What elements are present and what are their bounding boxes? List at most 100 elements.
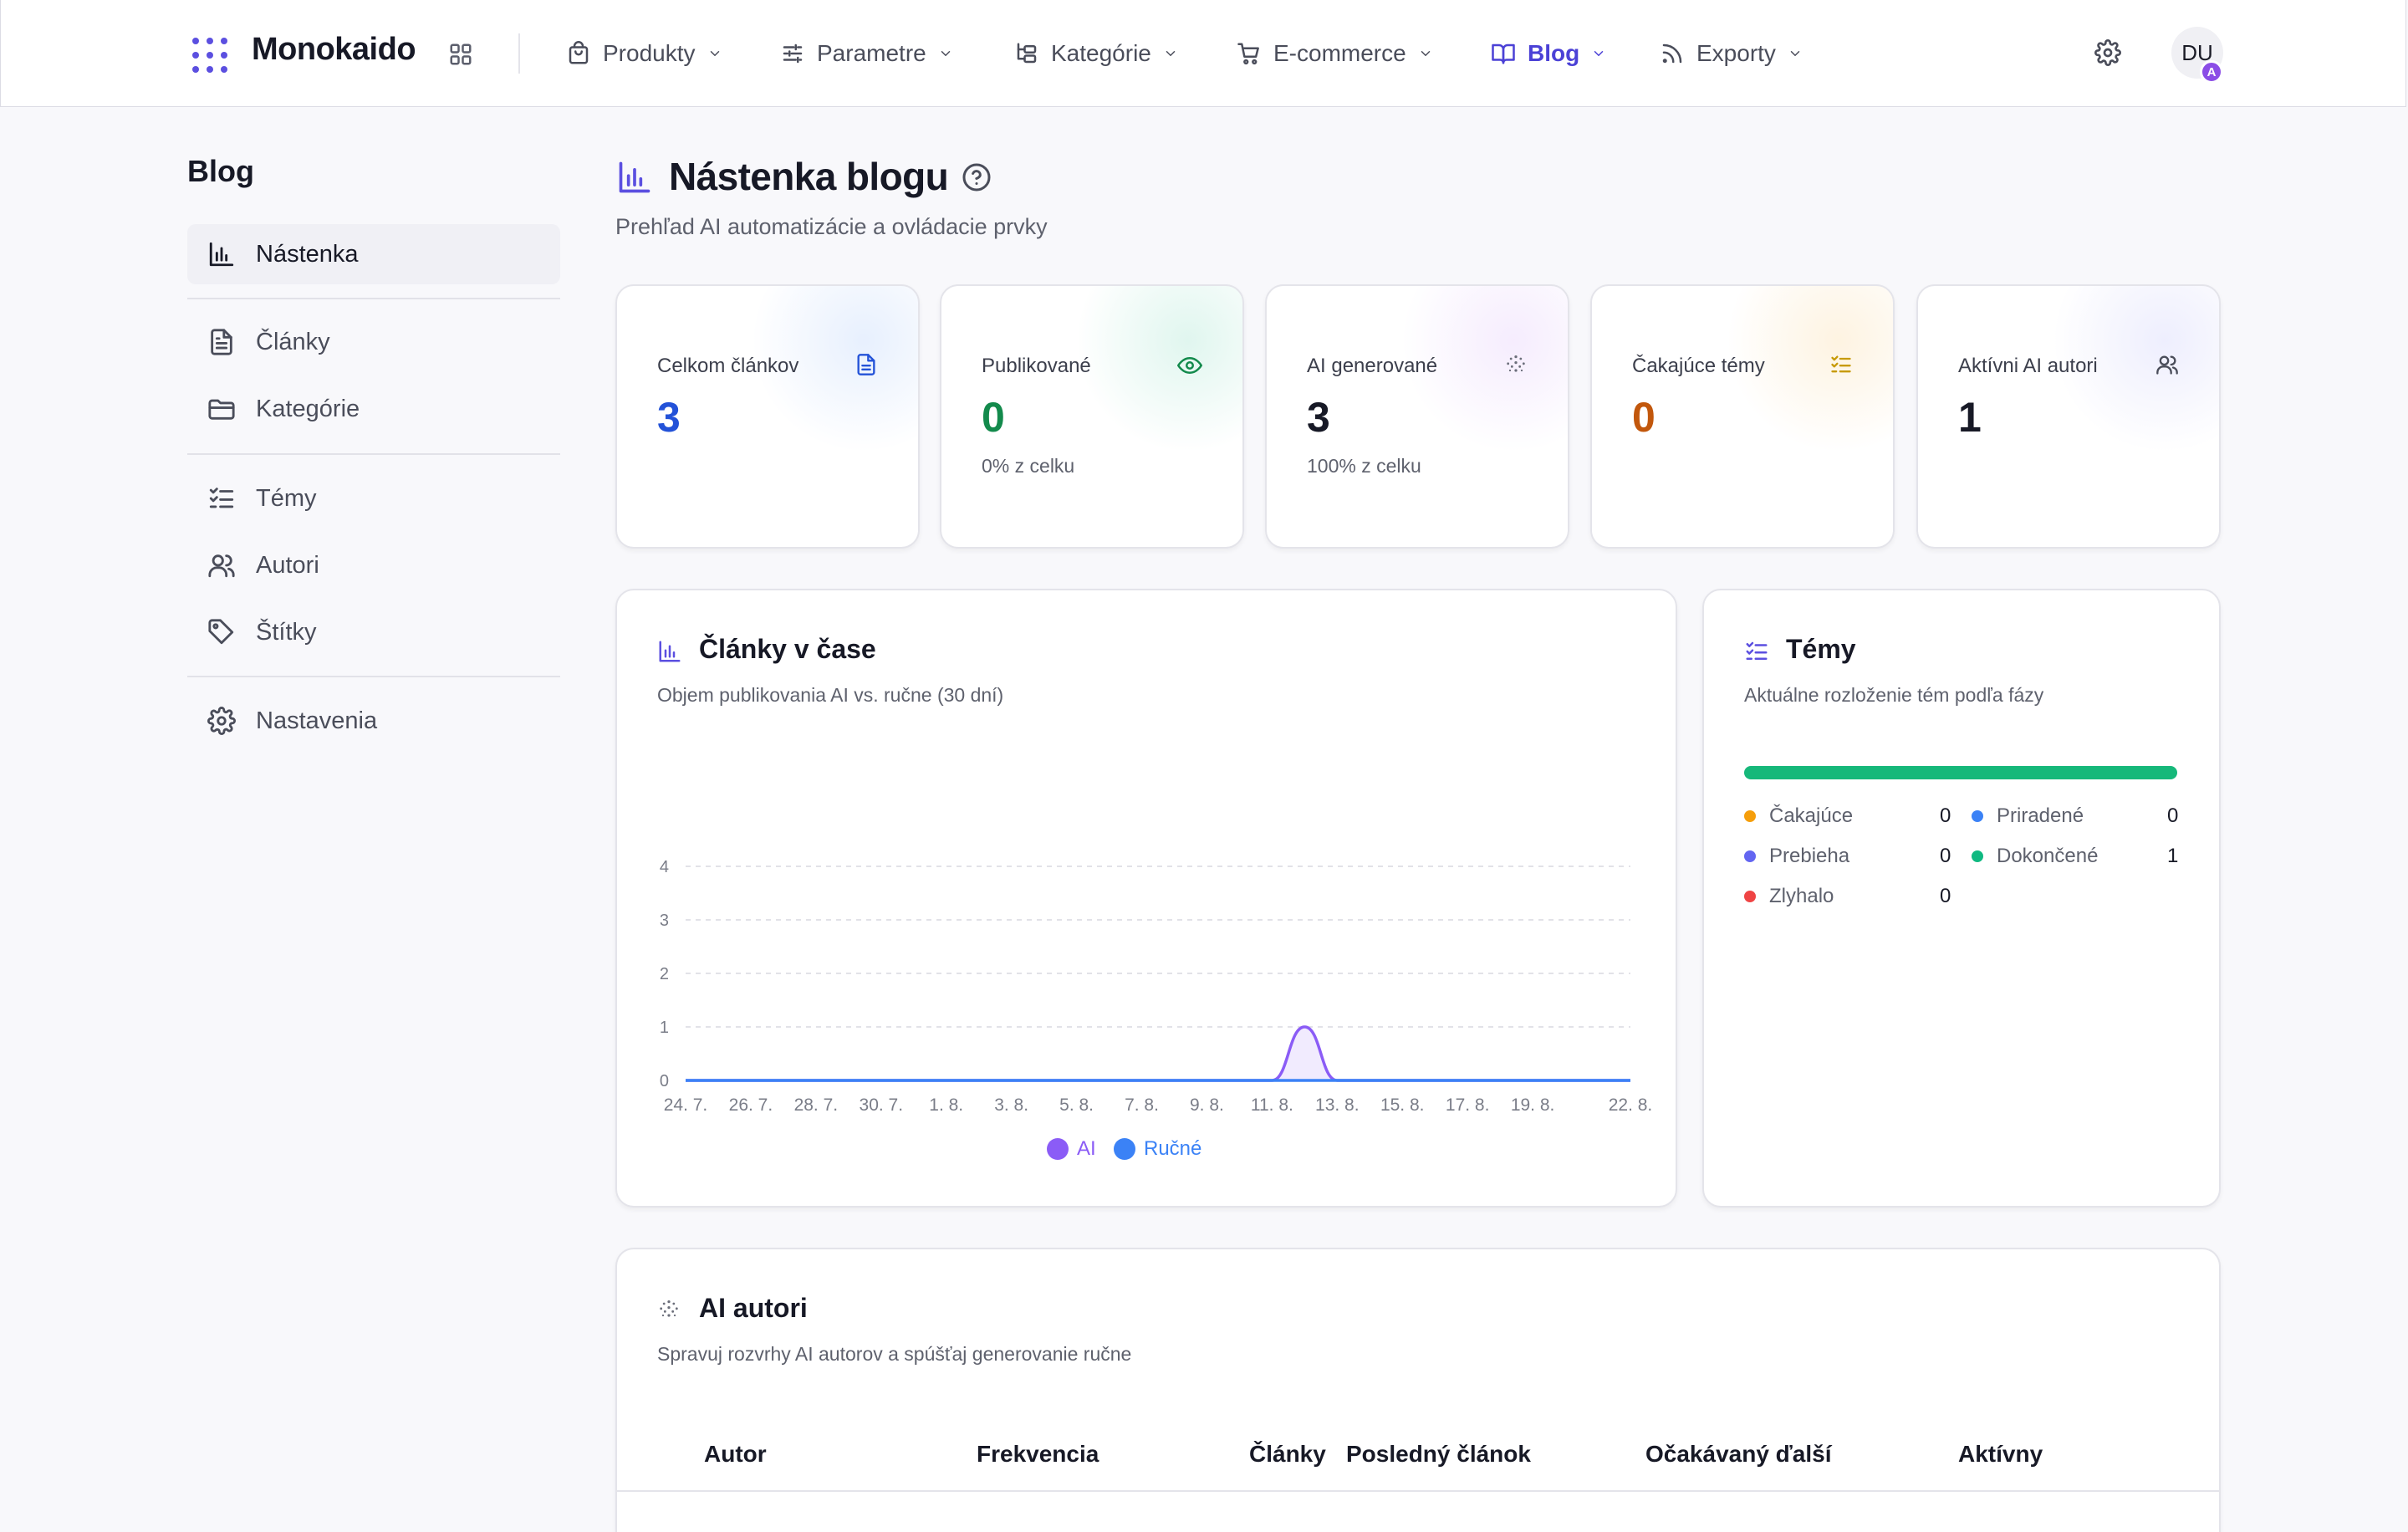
stat-card-ai-generated: AI generované 3 100% z celku [1265, 284, 1569, 549]
column-header-author[interactable]: Autor [704, 1441, 767, 1467]
topic-state-label: Zlyhalo [1769, 885, 1834, 907]
sidebar-item-nastenka[interactable]: Nástenka [187, 224, 560, 284]
gear-icon[interactable] [2094, 39, 2121, 66]
topic-state-label: Čakajúce [1769, 804, 1854, 827]
topics-title: Témy [1786, 634, 1856, 664]
sidebar-item-nastavenia[interactable]: Nastavenia [187, 691, 560, 751]
stat-value: 3 [657, 394, 681, 441]
nav-item-e-commerce[interactable]: E-commerce [1237, 33, 1433, 74]
nav-label: E-commerce [1273, 40, 1406, 66]
chart-subtitle: Objem publikovania AI vs. ručne (30 dní) [657, 684, 1004, 706]
legend-label: Ručné [1144, 1137, 1202, 1160]
book-icon [1492, 43, 1515, 64]
stat-label: Publikované [982, 355, 1091, 377]
sidebar-divider [187, 453, 560, 455]
articles-chart-card: Články v čase Objem publikovania AI vs. … [615, 589, 1677, 1208]
bar-chart-icon [619, 161, 650, 193]
page-subtitle: Prehľad AI automatizácie a ovládacie prv… [615, 214, 1048, 239]
stat-card-total-articles: Celkom článkov 3 [615, 284, 920, 549]
topics-card: Témy Aktuálne rozloženie tém podľa fázy … [1702, 589, 2221, 1208]
x-tick-label: 3. 8. [994, 1095, 1028, 1115]
chevron-down-icon [1594, 51, 1604, 56]
sliders-icon [783, 43, 803, 64]
gear-icon [207, 707, 236, 735]
column-header-articles[interactable]: Články [1249, 1441, 1326, 1467]
ai-authors-subtitle: Spravuj rozvrhy AI autorov a spúšťaj gen… [657, 1343, 1132, 1365]
chevron-down-icon [1166, 51, 1176, 56]
column-header-last-article[interactable]: Posledný článok [1346, 1441, 1531, 1467]
bar-chart-icon [659, 641, 681, 662]
sidebar-divider [187, 298, 560, 299]
stat-card-active-ai-authors: Aktívni AI autori 1 [1916, 284, 2221, 549]
users-icon [208, 554, 235, 578]
topic-state-priradene: Priradené [1972, 804, 2084, 828]
rss-icon [1662, 43, 1682, 64]
sidebar-item-label: Autori [256, 551, 319, 579]
logo-icon [192, 38, 227, 73]
topic-state-label: Dokončené [1997, 845, 2099, 867]
y-tick-label: 1 [660, 1019, 669, 1037]
topic-state-value: 1 [2167, 845, 2179, 867]
chevron-down-icon [1421, 51, 1430, 56]
nav-item-produkty[interactable]: Produkty [566, 33, 722, 74]
tree-icon [1017, 43, 1037, 64]
sidebar-item-temy[interactable]: Témy [187, 468, 560, 529]
x-tick-label: 5. 8. [1059, 1095, 1094, 1115]
column-header-frequency[interactable]: Frekvencia [977, 1441, 1099, 1467]
sidebar-item-stitky[interactable]: Štítky [187, 602, 560, 662]
nav-item-blog[interactable]: Blog [1491, 33, 1606, 74]
sidebar-item-autori[interactable]: Autori [187, 535, 560, 595]
x-tick-label: 24. 7. [664, 1095, 708, 1115]
topics-progress-bar [1744, 766, 2177, 779]
folder-icon [208, 399, 235, 420]
topics-subtitle: Aktuálne rozloženie tém podľa fázy [1744, 684, 2044, 706]
series-area-ai [686, 1027, 1630, 1080]
nav-label: Exporty [1696, 40, 1776, 66]
x-tick-label: 11. 8. [1251, 1095, 1293, 1115]
column-header-active[interactable]: Aktívny [1958, 1441, 2043, 1467]
nav-divider [518, 33, 520, 74]
sidebar-item-label: Nastavenia [256, 707, 378, 734]
brand-name[interactable]: Monokaido [252, 32, 416, 67]
stat-value: 0 [982, 394, 1005, 441]
y-tick-label: 2 [660, 965, 669, 983]
stat-label: AI generované [1307, 355, 1438, 377]
legend-item[interactable]: Ručné [1114, 1137, 1201, 1161]
column-header-next-expected[interactable]: Očakávaný ďalší [1645, 1441, 1832, 1467]
nav-label: Produkty [603, 40, 696, 66]
sidebar-item-kategorie[interactable]: Kategórie [187, 379, 560, 439]
nav-item-parametre[interactable]: Parametre [780, 33, 953, 74]
help-circle-icon[interactable] [962, 162, 992, 192]
legend-item[interactable]: AI [1047, 1137, 1096, 1161]
stat-value: 1 [1958, 394, 1982, 441]
x-tick-label: 26. 7. [729, 1095, 773, 1115]
chevron-down-icon [1790, 51, 1800, 56]
ai-sparkle-icon [660, 1300, 678, 1317]
topic-state-value: 0 [1940, 804, 1951, 827]
bar-chart-icon [209, 242, 234, 267]
topic-state-value: 0 [1940, 845, 1951, 867]
x-tick-label: 19. 8. [1511, 1095, 1555, 1115]
x-tick-label: 15. 8. [1380, 1095, 1425, 1115]
sidebar-divider [187, 676, 560, 677]
stat-label: Celkom článkov [657, 355, 799, 377]
series-line-ai [686, 1025, 1630, 1082]
legend-dot [1047, 1138, 1069, 1160]
topic-state-label: Prebieha [1769, 845, 1850, 867]
status-dot [1972, 810, 1983, 822]
chart-title: Články v čase [699, 634, 876, 664]
sidebar-item-label: Nástenka [256, 240, 359, 268]
legend-label: AI [1077, 1137, 1096, 1160]
sidebar-item-label: Témy [256, 484, 317, 512]
card-glow [1075, 286, 1242, 453]
app-grid-icon[interactable] [448, 42, 473, 67]
x-tick-label: 9. 8. [1190, 1095, 1224, 1115]
nav-item-kategorie[interactable]: Kategórie [1014, 33, 1178, 74]
stat-label: Aktívni AI autori [1958, 355, 2098, 377]
nav-item-exporty[interactable]: Exporty [1660, 33, 1803, 74]
x-tick-label: 1. 8. [929, 1095, 963, 1115]
topic-state-dokoncene: Dokončené [1972, 845, 2098, 868]
topic-state-zlyhalo: Zlyhalo [1744, 885, 1834, 908]
cart-icon [1237, 43, 1259, 65]
sidebar-item-clanky[interactable]: Články [187, 312, 560, 372]
